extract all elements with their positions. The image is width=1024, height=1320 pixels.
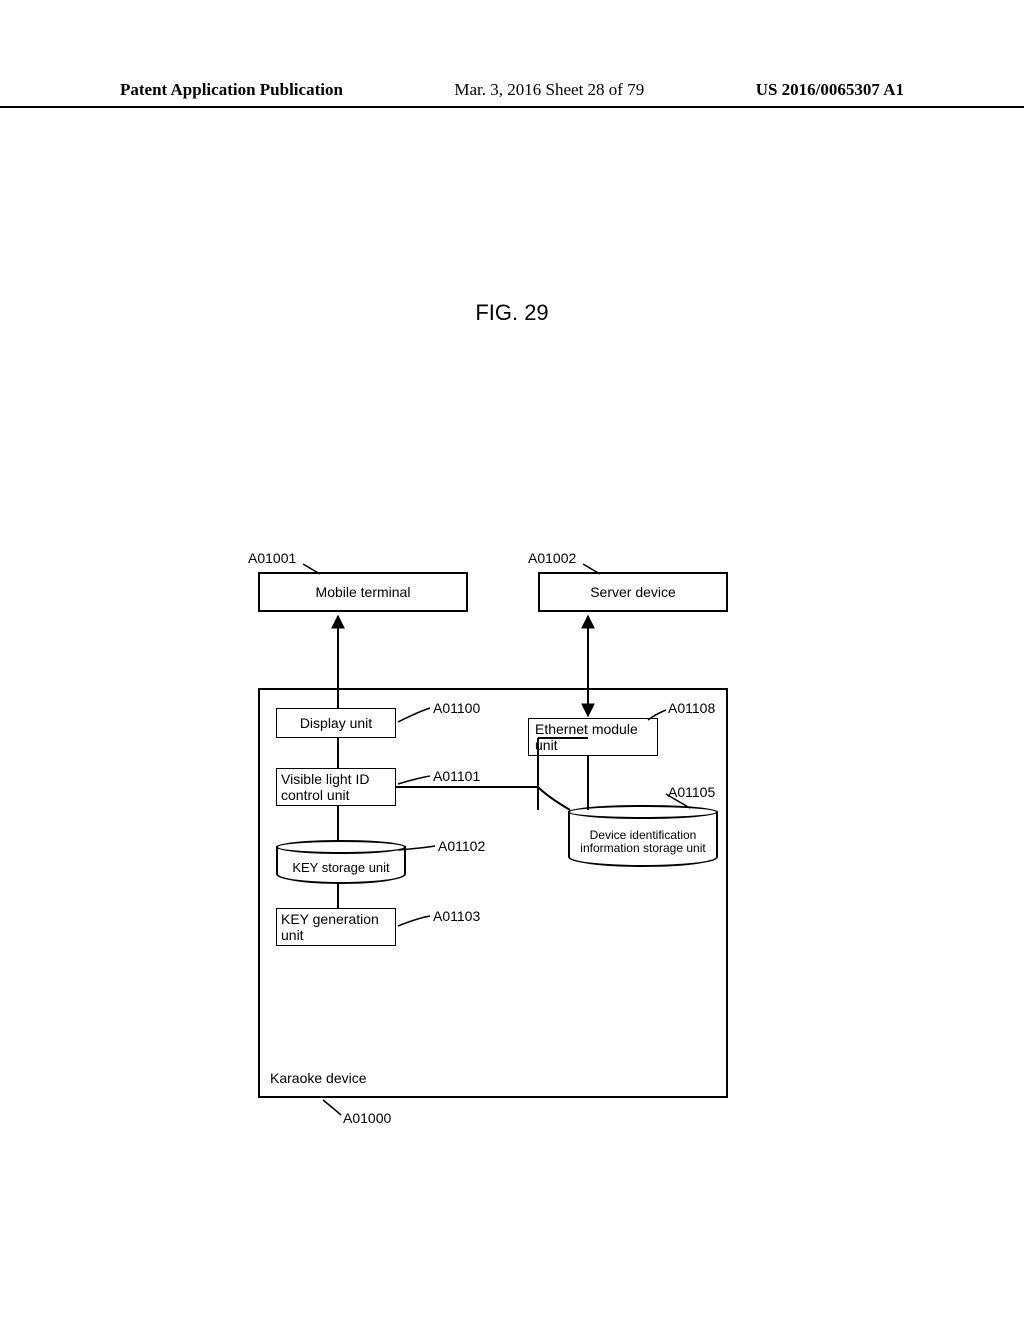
box-server-device: Server device (538, 572, 728, 612)
text-key-gen: KEY generation unit (281, 911, 391, 943)
header-mid: Mar. 3, 2016 Sheet 28 of 79 (454, 80, 644, 100)
label-mobile-terminal-ref: A01001 (248, 550, 296, 566)
text-server-device: Server device (590, 584, 676, 600)
text-device-id: Device identification information storag… (570, 829, 716, 855)
label-device-id-ref: A01105 (668, 784, 715, 800)
box-visible-light: Visible light ID control unit (276, 768, 396, 806)
header-left: Patent Application Publication (120, 80, 343, 100)
label-server-device-ref: A01002 (528, 550, 576, 566)
page-header: Patent Application Publication Mar. 3, 2… (0, 80, 1024, 108)
text-display-unit: Display unit (300, 715, 372, 731)
text-karaoke: Karaoke device (270, 1070, 367, 1086)
text-ethernet: Ethernet module unit (535, 721, 653, 753)
label-key-storage-ref: A01102 (438, 838, 485, 854)
box-ethernet: Ethernet module unit (528, 718, 658, 756)
box-mobile-terminal: Mobile terminal (258, 572, 468, 612)
label-ethernet-ref: A01108 (668, 700, 715, 716)
label-key-gen-ref: A01103 (433, 908, 480, 924)
header-row: Patent Application Publication Mar. 3, 2… (0, 80, 1024, 100)
box-key-gen: KEY generation unit (276, 908, 396, 946)
label-karaoke-ref: A01000 (343, 1110, 391, 1126)
header-right: US 2016/0065307 A1 (756, 80, 904, 100)
figure-title: FIG. 29 (0, 300, 1024, 326)
text-visible-light: Visible light ID control unit (281, 771, 391, 803)
cyl-device-id: Device identification information storag… (568, 805, 718, 867)
cyl-key-storage: KEY storage unit (276, 840, 406, 884)
text-key-storage: KEY storage unit (292, 861, 389, 875)
text-mobile-terminal: Mobile terminal (316, 584, 411, 600)
label-visible-light-ref: A01101 (433, 768, 480, 784)
diagram: A01001 A01002 Mobile terminal Server dev… (238, 550, 758, 1170)
box-display-unit: Display unit (276, 708, 396, 738)
label-display-ref: A01100 (433, 700, 480, 716)
